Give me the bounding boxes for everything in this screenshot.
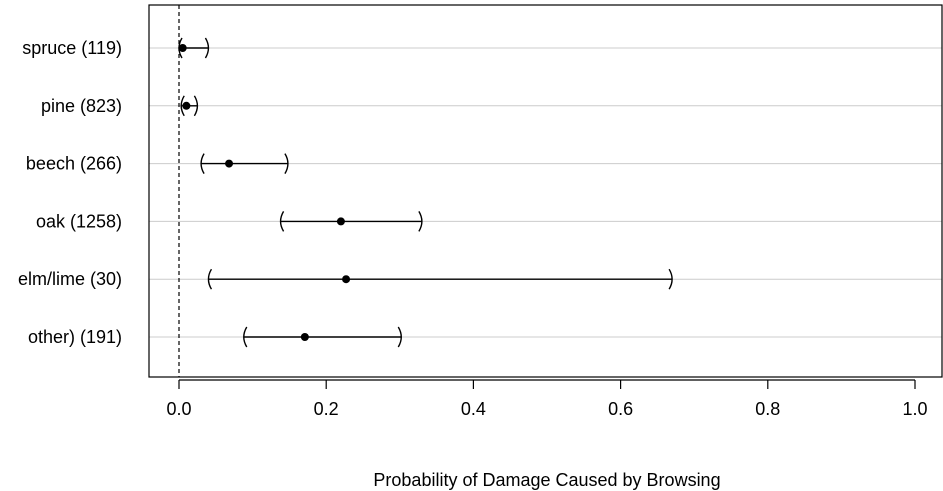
upper-bound-cap — [204, 37, 210, 59]
category-labels: spruce (119) pine (823) beech (266) oak (12… — [18, 38, 122, 347]
category-label: pine (823) — [41, 96, 122, 116]
category-label: beech (266) — [26, 154, 122, 174]
upper-bound-cap — [397, 326, 402, 348]
point-estimate — [225, 159, 234, 168]
lower-bound-cap — [243, 326, 248, 348]
x-tick-label: 0.4 — [461, 399, 486, 419]
interval-row — [180, 95, 199, 117]
category-label: oak (1258) — [36, 211, 122, 231]
interval-row — [200, 153, 289, 174]
x-tick-label: 0.6 — [608, 399, 633, 419]
x-axis: 0.0 0.2 0.4 0.6 0.8 1.0 — [166, 379, 928, 419]
gridlines — [149, 47, 942, 338]
x-tick-label: 0.8 — [755, 399, 780, 419]
x-tick-label: 1.0 — [902, 399, 927, 419]
x-tick-label: 0.2 — [314, 399, 339, 419]
interval-row — [178, 37, 210, 59]
upper-bound-cap — [418, 211, 423, 232]
lower-bound-cap — [207, 268, 213, 290]
category-label: elm/lime (30) — [18, 269, 122, 289]
interval-row — [279, 211, 423, 232]
upper-bound-cap — [284, 153, 289, 174]
x-tick-label: 0.0 — [166, 399, 191, 419]
interval-row — [243, 326, 402, 348]
point-estimate — [342, 275, 351, 284]
lower-bound-cap — [200, 153, 205, 174]
lower-bound-cap — [180, 95, 185, 117]
point-estimate — [300, 333, 309, 341]
category-label: other) (191) — [28, 327, 122, 347]
category-label: spruce (119) — [22, 38, 122, 58]
upper-bound-cap — [668, 268, 673, 290]
upper-bound-cap — [193, 95, 199, 117]
lower-bound-cap — [279, 211, 285, 232]
x-axis-label: Probability of Damage Caused by Browsing — [373, 470, 720, 490]
point-estimate — [336, 217, 345, 226]
plot-frame — [148, 4, 943, 378]
intervals — [178, 37, 673, 348]
point-estimate — [182, 101, 191, 110]
point-estimate — [178, 44, 187, 52]
interval-row — [207, 268, 673, 290]
